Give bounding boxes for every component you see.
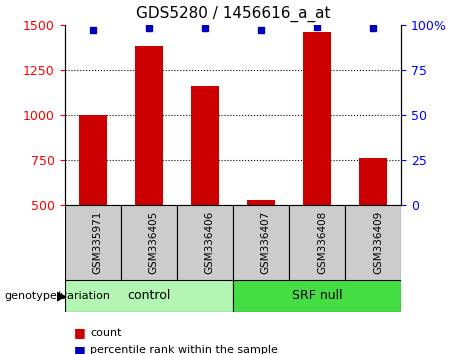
Text: SRF null: SRF null bbox=[292, 289, 342, 302]
Bar bbox=[121, 205, 177, 280]
Bar bbox=[303, 32, 331, 205]
Text: ■: ■ bbox=[74, 344, 85, 354]
Bar bbox=[65, 280, 233, 312]
Bar bbox=[359, 158, 387, 205]
Text: GSM335971: GSM335971 bbox=[93, 211, 103, 274]
Text: count: count bbox=[90, 328, 121, 338]
Text: ■: ■ bbox=[74, 326, 85, 339]
Bar bbox=[233, 280, 401, 312]
Bar bbox=[177, 205, 233, 280]
Text: ▶: ▶ bbox=[58, 289, 67, 302]
Text: percentile rank within the sample: percentile rank within the sample bbox=[90, 346, 278, 354]
Bar bbox=[78, 115, 106, 205]
Text: control: control bbox=[127, 289, 171, 302]
Bar bbox=[289, 205, 345, 280]
Text: GSM336407: GSM336407 bbox=[261, 211, 271, 274]
Text: GSM336409: GSM336409 bbox=[373, 211, 383, 274]
Bar bbox=[191, 86, 219, 205]
Bar bbox=[65, 205, 121, 280]
Bar bbox=[135, 46, 163, 205]
Text: genotype/variation: genotype/variation bbox=[5, 291, 111, 301]
Bar bbox=[345, 205, 401, 280]
Text: GSM336408: GSM336408 bbox=[317, 211, 327, 274]
Title: GDS5280 / 1456616_a_at: GDS5280 / 1456616_a_at bbox=[136, 6, 330, 22]
Bar bbox=[247, 200, 275, 205]
Bar bbox=[233, 205, 289, 280]
Text: GSM336405: GSM336405 bbox=[148, 211, 159, 274]
Text: GSM336406: GSM336406 bbox=[205, 211, 215, 274]
